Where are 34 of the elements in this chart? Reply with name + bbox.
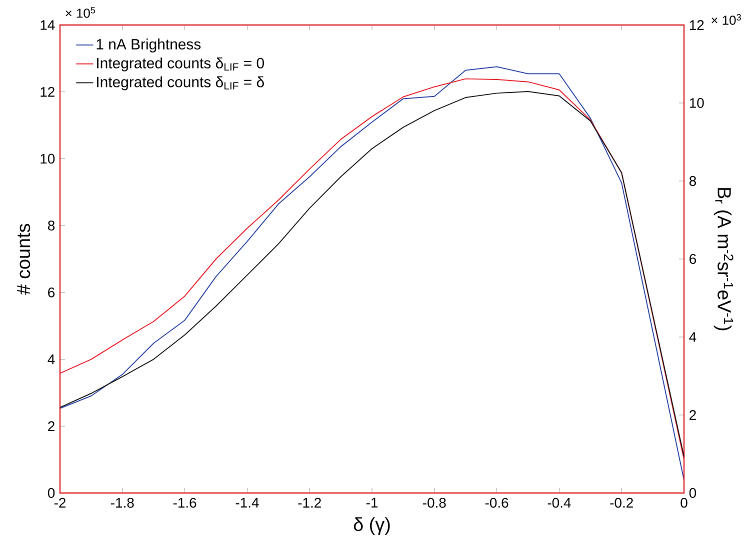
y-tick-label: 14 (40, 20, 55, 30)
y2-tick-label: 4 (689, 332, 696, 342)
legend-label: Integrated counts δ$_{LIF}$ = 0 (97, 57, 264, 72)
y-tick-label: 6 (48, 287, 55, 298)
y2-tick-label: 12 (690, 20, 704, 30)
x-tick-label: -0.2 (610, 498, 633, 508)
y2-tick-label: 6 (690, 254, 696, 264)
x-axis-title: δ (γ) (354, 517, 390, 535)
legend-label: Integrated counts δ$_{LIF}$ = δ (97, 76, 264, 90)
y-tick-label: 10 (40, 154, 55, 164)
y2-tick-label: 2 (690, 410, 696, 420)
y2-tick-label: 10 (690, 98, 704, 108)
y-tick-label: 0 (48, 488, 55, 498)
y-tick-label: 8 (48, 220, 55, 231)
x-tick-label: -1 (366, 498, 378, 508)
x-tick-label: -0.4 (548, 498, 571, 508)
y-tick-label: 12 (40, 86, 54, 97)
y2-tick-label: 8 (689, 176, 696, 186)
x-tick-label: -0.6 (485, 498, 508, 508)
x-tick-label: -1.8 (111, 498, 134, 508)
text: × 10$^{3}$ (712, 14, 741, 25)
x-tick-label: -2 (54, 498, 66, 508)
x-tick-label: -1.2 (298, 498, 321, 508)
text: B$_{r}$ (A m$^{-2}$sr$^{-1}$eV$^{-1}$) (714, 188, 734, 330)
y-tick-label: 2 (48, 421, 54, 432)
y2-tick-label: 0 (689, 488, 696, 498)
text: × 10$^{5}$ (66, 7, 96, 18)
legend-label: 1 nA Brightness (96, 38, 201, 52)
x-tick-label: -1.6 (173, 498, 196, 508)
x-tick-label: -0.8 (423, 498, 446, 508)
x-tick-label: -1.4 (236, 498, 259, 508)
y-axis-title: # counts (17, 224, 30, 295)
x-tick-label: 0 (680, 498, 688, 508)
y-tick-label: 4 (48, 354, 55, 364)
